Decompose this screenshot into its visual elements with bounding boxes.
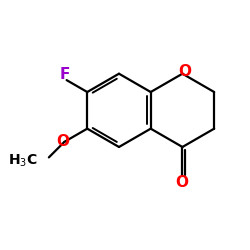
Text: O: O	[175, 176, 188, 190]
Text: O: O	[56, 134, 70, 148]
Text: F: F	[60, 68, 70, 82]
Text: O: O	[178, 64, 191, 79]
Text: H$_3$C: H$_3$C	[8, 153, 38, 169]
